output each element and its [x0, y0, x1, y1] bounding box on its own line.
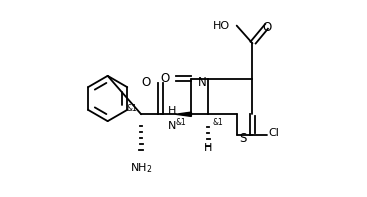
Text: O: O: [262, 21, 271, 34]
Polygon shape: [176, 112, 191, 116]
Text: &1: &1: [212, 118, 223, 127]
Text: H: H: [168, 106, 177, 116]
Text: HO: HO: [212, 21, 230, 31]
Text: NH$_2$: NH$_2$: [130, 162, 152, 175]
Text: &1: &1: [175, 118, 186, 127]
Text: S: S: [239, 132, 246, 145]
Text: N: N: [198, 76, 207, 89]
Text: O: O: [160, 72, 169, 85]
Text: H: H: [204, 143, 212, 153]
Text: O: O: [142, 76, 151, 89]
Text: &1: &1: [126, 104, 137, 113]
Text: Cl: Cl: [269, 128, 280, 138]
Text: N: N: [168, 121, 177, 131]
